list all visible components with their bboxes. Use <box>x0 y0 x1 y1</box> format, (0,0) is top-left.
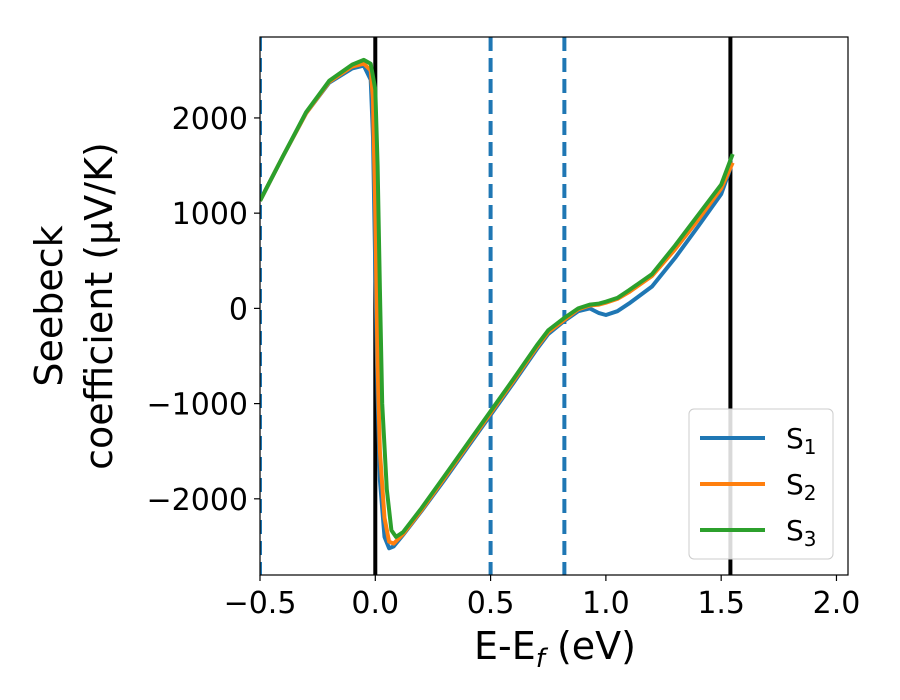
x-axis-ticks: −0.5 0.0 0.5 1.0 1.5 2.0 <box>224 575 861 621</box>
x-axis-label: E-Ef (eV) <box>474 624 636 674</box>
y-axis-label-line: coefficient (μV/K) <box>77 142 121 470</box>
series-line-S2 <box>260 61 735 546</box>
y-tick-label: 2000 <box>172 102 248 137</box>
y-tick-label: −1000 <box>147 388 248 423</box>
plot-frame <box>259 36 849 576</box>
legend-label: S1 <box>786 422 817 459</box>
series-line-S3 <box>260 57 735 539</box>
legend-label: S3 <box>786 514 817 551</box>
x-tick-label: 0.0 <box>351 586 399 621</box>
x-tick-label: 1.0 <box>582 586 630 621</box>
legend-label: S2 <box>786 468 817 505</box>
x-tick-label: 0.5 <box>467 586 515 621</box>
x-tick-label: 1.5 <box>697 586 745 621</box>
series-lines <box>260 57 735 551</box>
legend: S1 S2 S3 <box>688 408 834 560</box>
x-tick-label: 2.0 <box>813 586 861 621</box>
y-tick-label: −2000 <box>147 483 248 518</box>
y-axis-label-line: Seebeck <box>27 225 71 386</box>
y-tick-label: 1000 <box>172 197 248 232</box>
vertical-reference-lines <box>260 37 733 575</box>
y-axis-label: Seebeck coefficient (μV/K) <box>27 142 121 470</box>
y-axis-ticks: −2000 −1000 0 1000 2000 <box>147 102 260 518</box>
y-tick-label: 0 <box>229 292 248 327</box>
series-line-S1 <box>260 63 733 551</box>
x-tick-label: −0.5 <box>224 586 297 621</box>
